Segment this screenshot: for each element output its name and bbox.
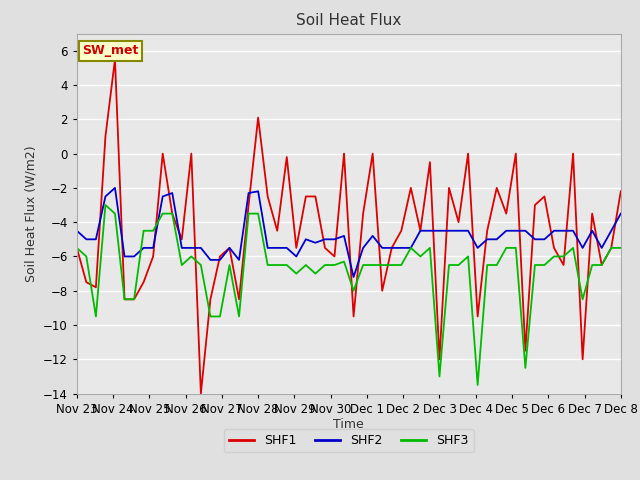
SHF1 [73,245,81,251]
SHF3 [598,262,605,268]
SHF1 [111,57,119,62]
SHF3 [73,245,81,251]
SHF1 [197,391,205,396]
Y-axis label: Soil Heat Flux (W/m2): Soil Heat Flux (W/m2) [24,145,37,282]
SHF2 [216,257,224,263]
SHF3 [474,382,481,388]
Line: SHF1: SHF1 [77,60,621,394]
SHF3 [207,313,214,319]
SHF1 [216,253,224,259]
SHF2 [349,274,357,280]
SHF1 [493,185,500,191]
SHF3 [216,313,224,319]
SHF3 [102,202,109,208]
SHF2 [598,245,605,251]
SHF2 [73,228,81,234]
SHF2 [617,211,625,216]
SHF3 [493,262,500,268]
SHF3 [445,262,453,268]
Text: SW_met: SW_met [82,44,139,58]
SHF1 [617,189,625,194]
SHF1 [598,262,605,268]
SHF3 [617,245,625,251]
Title: Soil Heat Flux: Soil Heat Flux [296,13,401,28]
SHF2 [207,257,214,263]
Line: SHF3: SHF3 [77,205,621,385]
Line: SHF2: SHF2 [77,188,621,277]
SHF1 [226,245,234,251]
X-axis label: Time: Time [333,419,364,432]
SHF2 [454,228,462,234]
SHF1 [454,219,462,225]
SHF2 [111,185,119,191]
Legend: SHF1, SHF2, SHF3: SHF1, SHF2, SHF3 [224,429,474,452]
SHF2 [493,237,500,242]
SHF3 [550,253,558,259]
SHF1 [550,245,558,251]
SHF2 [550,228,558,234]
